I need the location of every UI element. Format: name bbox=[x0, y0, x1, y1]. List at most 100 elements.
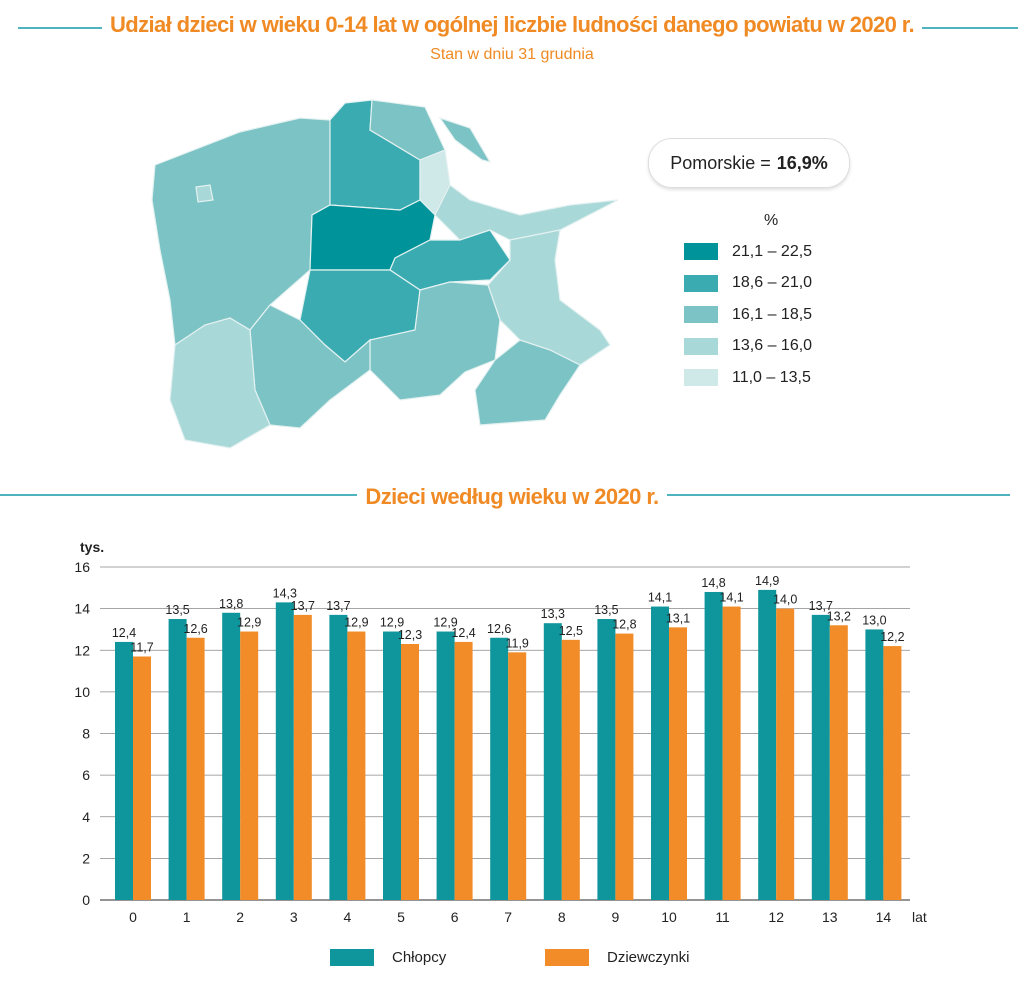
y-tick-label: 12 bbox=[74, 642, 90, 658]
x-tick-label: 7 bbox=[504, 909, 512, 925]
data-label: 12,6 bbox=[487, 622, 511, 636]
bar-chlopcy bbox=[543, 623, 562, 900]
data-label: 12,9 bbox=[380, 616, 404, 630]
legend-swatch bbox=[545, 949, 589, 966]
bar-chlopcy bbox=[758, 589, 777, 900]
data-label: 12,8 bbox=[612, 618, 636, 632]
x-tick-label: 6 bbox=[451, 909, 459, 925]
y-tick-label: 8 bbox=[82, 726, 90, 742]
bar-dziewczynki bbox=[240, 631, 259, 900]
legend-range: 18,6 – 21,0 bbox=[732, 274, 813, 292]
map-region bbox=[195, 184, 214, 203]
map-subtitle: Stan w dniu 31 grudnia bbox=[430, 46, 594, 63]
legend-range: 16,1 – 18,5 bbox=[732, 305, 813, 323]
bar-chlopcy bbox=[436, 631, 455, 900]
data-label: 13,7 bbox=[326, 599, 350, 613]
y-tick-label: 4 bbox=[82, 809, 90, 825]
data-label: 12,6 bbox=[183, 622, 207, 636]
legend-swatch bbox=[684, 337, 718, 355]
legend-row: 13,6 – 16,0 bbox=[684, 331, 812, 363]
legend-label: Dziewczynki bbox=[607, 949, 690, 966]
map-region bbox=[474, 339, 581, 426]
x-tick-label: 8 bbox=[558, 909, 566, 925]
x-tick-label: 0 bbox=[129, 909, 137, 925]
bar-chlopcy bbox=[222, 612, 241, 900]
x-tick-label: 2 bbox=[236, 909, 244, 925]
legend-swatch bbox=[684, 243, 718, 261]
bar-chlopcy bbox=[811, 614, 830, 900]
bar-dziewczynki bbox=[401, 644, 419, 900]
legend-swatch bbox=[684, 369, 718, 387]
data-label: 13,5 bbox=[594, 603, 618, 617]
data-label: 12,9 bbox=[344, 616, 368, 630]
data-label: 13,1 bbox=[666, 611, 690, 625]
data-label: 13,8 bbox=[219, 597, 243, 611]
y-tick-label: 10 bbox=[74, 684, 90, 700]
summary-label: Pomorskie = bbox=[670, 152, 771, 173]
legend-row: 16,1 – 18,5 bbox=[684, 299, 812, 331]
chart-title: Dzieci według wieku w 2020 r. bbox=[0, 484, 1024, 510]
y-tick-label: 14 bbox=[74, 601, 90, 617]
bar-dziewczynki bbox=[293, 614, 312, 900]
data-label: 13,7 bbox=[809, 599, 833, 613]
data-label: 14,1 bbox=[648, 591, 672, 605]
legend-range: 11,0 – 13,5 bbox=[732, 368, 811, 386]
bar-dziewczynki bbox=[454, 641, 473, 900]
data-label: 14,9 bbox=[755, 574, 779, 588]
bar-chlopcy bbox=[383, 631, 401, 900]
legend-swatch bbox=[330, 949, 374, 966]
legend-label: Chłopcy bbox=[392, 949, 447, 966]
bar-chlopcy bbox=[329, 614, 348, 900]
legend-item-chlopcy: Chłopcy bbox=[330, 949, 446, 966]
x-tick-label: 9 bbox=[612, 909, 620, 925]
data-label: 13,5 bbox=[165, 603, 189, 617]
x-axis-label: lat bbox=[912, 909, 927, 925]
region-summary-badge: Pomorskie = 16,9% bbox=[648, 138, 850, 188]
bar-dziewczynki bbox=[347, 631, 366, 900]
x-tick-label: 5 bbox=[397, 909, 405, 925]
bar-dziewczynki bbox=[561, 639, 580, 900]
data-label: 12,9 bbox=[433, 616, 457, 630]
legend-range: 13,6 – 16,0 bbox=[732, 337, 813, 355]
data-label: 13,0 bbox=[862, 613, 886, 627]
legend-row: 11,0 – 13,5 bbox=[684, 362, 812, 394]
bar-chlopcy bbox=[651, 606, 669, 900]
y-tick-label: 0 bbox=[82, 892, 90, 908]
x-tick-label: 11 bbox=[715, 909, 730, 925]
bar-chlopcy bbox=[490, 637, 509, 900]
x-tick-label: 1 bbox=[183, 909, 191, 925]
map-region bbox=[369, 281, 501, 401]
bar-dziewczynki bbox=[186, 637, 205, 900]
bar-chlopcy bbox=[275, 602, 294, 900]
bar-dziewczynki bbox=[669, 627, 687, 900]
bar-dziewczynki bbox=[508, 652, 527, 900]
data-label: 12,3 bbox=[398, 628, 422, 642]
data-label: 12,4 bbox=[112, 626, 136, 640]
map-title-text: Udział dzieci w wieku 0-14 lat w ogólnej… bbox=[101, 12, 923, 37]
y-tick-label: 6 bbox=[82, 767, 90, 783]
bar-dziewczynki bbox=[615, 633, 634, 900]
summary-value: 16,9% bbox=[776, 152, 828, 173]
y-axis-label: tys. bbox=[80, 539, 104, 555]
map-legend: % 21,1 – 22,5 18,6 – 21,0 16,1 – 18,5 13,6 … bbox=[684, 212, 812, 394]
bar-chlopcy bbox=[115, 641, 133, 900]
legend-range: 21,1 – 22,5 bbox=[732, 242, 813, 260]
data-label: 11,9 bbox=[505, 636, 528, 650]
x-tick-label: 13 bbox=[822, 909, 838, 925]
legend-row: 18,6 – 21,0 bbox=[684, 268, 812, 300]
bar-chlopcy bbox=[865, 629, 884, 900]
data-label: 13,3 bbox=[541, 607, 565, 621]
bar-chlopcy bbox=[597, 619, 616, 900]
data-label: 12,5 bbox=[559, 624, 583, 638]
y-tick-label: 16 bbox=[74, 559, 90, 575]
data-label: 12,4 bbox=[451, 626, 475, 640]
x-tick-label: 14 bbox=[876, 909, 892, 925]
x-tick-label: 12 bbox=[768, 909, 784, 925]
bar-chlopcy bbox=[704, 591, 723, 900]
data-label: 12,2 bbox=[880, 630, 904, 644]
legend-row: 21,1 – 22,5 bbox=[684, 236, 812, 268]
data-label: 11,7 bbox=[130, 640, 153, 654]
map-region bbox=[438, 116, 492, 163]
bar-dziewczynki bbox=[722, 606, 741, 900]
